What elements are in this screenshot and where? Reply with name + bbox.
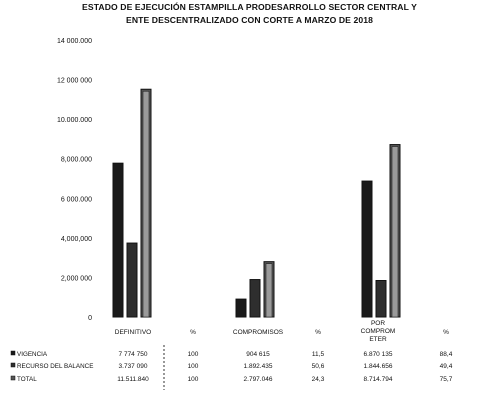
data-table: VIGENCIA 7 774 750 100 904 615 11,5 6.870 135… bbox=[10, 345, 453, 390]
x-axis-labels: DEFINITIVO% COMPROMISOS % POR COMPROM ETER% bbox=[115, 320, 449, 343]
bar bbox=[361, 180, 373, 318]
table-cell: 100 bbox=[188, 376, 199, 383]
bar bbox=[249, 279, 261, 318]
table-cell: 3.737 090 bbox=[119, 363, 148, 370]
chart-title-line-1: ESTADO DE EJECUCIÓN ESTAMPILLA PRODESARR… bbox=[82, 2, 417, 12]
y-tick-label: 6 000.000 bbox=[61, 196, 92, 203]
chart-title: ESTADO DE EJECUCIÓN ESTAMPILLA PRODESARR… bbox=[0, 1, 499, 27]
y-tick-label: 0 bbox=[88, 315, 92, 322]
y-tick-label: 2,000 000 bbox=[61, 275, 92, 282]
legend-series-name: TOTAL bbox=[17, 376, 37, 383]
bar-inner bbox=[265, 263, 273, 318]
table-cell: 2.797.046 bbox=[244, 376, 273, 383]
bar bbox=[112, 162, 124, 318]
table-cell: 11,5 bbox=[312, 351, 325, 358]
table-cell: 6.870 135 bbox=[364, 351, 393, 358]
table-cell: 1.844.656 bbox=[364, 363, 393, 370]
legend-swatch bbox=[10, 375, 16, 381]
table-cell: 1.892.435 bbox=[244, 363, 273, 370]
table-cell: 49,4 bbox=[440, 363, 453, 370]
y-tick-label: 4,000,000 bbox=[61, 236, 92, 243]
bar-inner bbox=[391, 146, 399, 318]
legend-series-name: VIGENCIA bbox=[17, 351, 48, 358]
table-cell: 75,7 bbox=[440, 376, 453, 383]
y-axis-ticks: 14 000.000 12 000 000 10.000.000 8,000.000 6… bbox=[57, 38, 92, 322]
x-axis-label: DEFINITIVO bbox=[115, 329, 151, 336]
table-cell: 88,4 bbox=[440, 351, 453, 358]
x-axis-label: % bbox=[190, 329, 196, 336]
y-tick-label: 8,000.000 bbox=[61, 157, 92, 164]
legend-swatch bbox=[10, 362, 16, 368]
x-axis-label: POR COMPROM ETER bbox=[361, 320, 396, 343]
bar bbox=[126, 242, 138, 318]
table-cell: 904 615 bbox=[246, 351, 270, 358]
x-axis-label: % bbox=[443, 329, 449, 336]
y-tick-label: 12 000 000 bbox=[57, 78, 92, 85]
legend-series-name: RECURSO DEL BALANCE bbox=[17, 363, 93, 370]
bar-inner bbox=[142, 90, 150, 318]
table-cell: 8.714.794 bbox=[364, 376, 393, 383]
table-cell: 100 bbox=[188, 363, 199, 370]
bars bbox=[112, 88, 401, 318]
table-cell: 11.511.840 bbox=[117, 376, 149, 383]
x-axis-label: COMPROMISOS bbox=[233, 329, 284, 336]
legend-swatch bbox=[10, 350, 16, 356]
table-cell: 7 774 750 bbox=[119, 351, 148, 358]
y-tick-label: 14 000.000 bbox=[57, 38, 92, 45]
table-cell: 100 bbox=[188, 351, 199, 358]
bar bbox=[235, 298, 247, 318]
chart-title-line-2: ENTE DESCENTRALIZADO CON CORTE A MARZO D… bbox=[126, 15, 373, 25]
table-cell: 50,6 bbox=[312, 363, 325, 370]
x-axis-label: % bbox=[315, 329, 321, 336]
bar bbox=[375, 280, 387, 318]
y-tick-label: 10.000.000 bbox=[57, 117, 92, 124]
table-cell: 24,3 bbox=[312, 376, 325, 383]
